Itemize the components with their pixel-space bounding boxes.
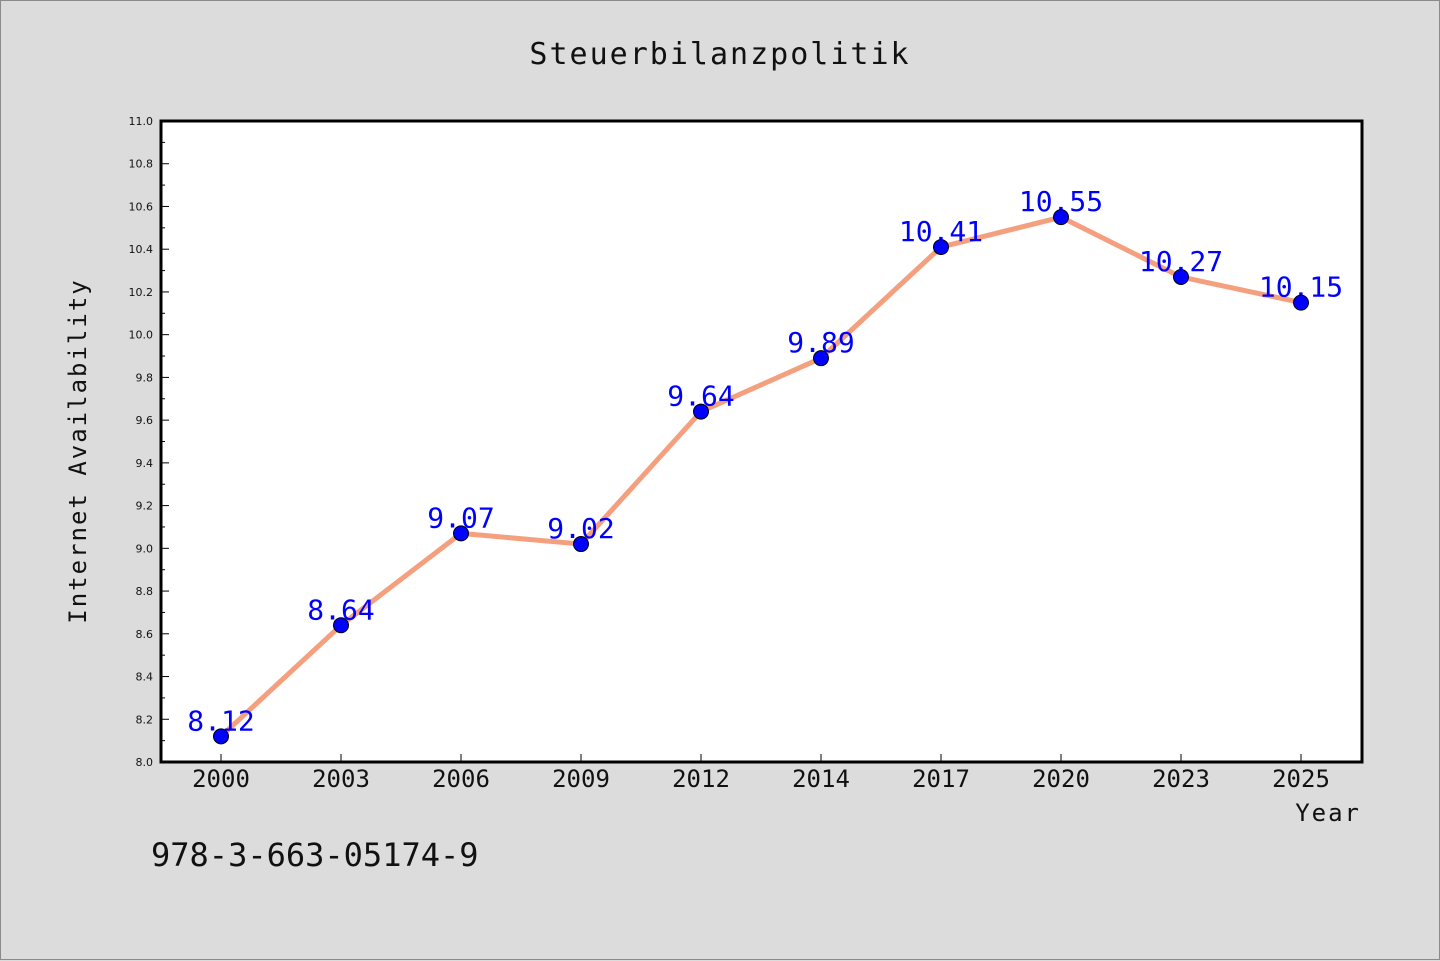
data-point [333, 617, 349, 634]
x-tick-label: 2025 [1272, 765, 1330, 793]
y-tick-label: 8.4 [136, 671, 154, 684]
y-tick-label: 9.6 [136, 414, 154, 427]
y-tick-label: 11.0 [129, 115, 154, 128]
data-point [1053, 209, 1069, 226]
x-tick-label: 2003 [312, 765, 370, 793]
x-tick-label: 2023 [1152, 765, 1210, 793]
series-group: 8.128.649.07 9.029.649.8910.4110.5510.271… [187, 185, 1343, 745]
data-point [453, 525, 469, 542]
y-tick-label: 9.0 [136, 542, 154, 555]
y-tick-label: 9.8 [136, 371, 154, 384]
y-tick-label: 8.6 [136, 628, 154, 641]
chart-title: Steuerbilanzpolitik [529, 37, 910, 72]
y-axis-label: Internet Availability [64, 278, 92, 623]
y-tick-label: 10.6 [129, 200, 154, 213]
y-tick-label: 10.8 [129, 158, 154, 171]
x-tick-label: 2009 [552, 765, 610, 793]
y-tick-label: 8.8 [136, 585, 154, 598]
y-tick-label: 10.2 [129, 286, 154, 299]
x-tick-label: 2006 [432, 765, 490, 793]
y-tick-label: 8.2 [136, 713, 154, 726]
y-tick-label: 9.4 [136, 457, 154, 470]
data-point [213, 728, 229, 745]
x-axis: 2000 2003 2006 2009 2012 2014 2017 2020 2023 2025 [192, 754, 1330, 793]
data-point [1293, 294, 1309, 311]
x-tick-label: 2014 [792, 765, 850, 793]
data-point [813, 350, 829, 367]
x-axis-label: Year [1295, 799, 1361, 827]
data-point [573, 536, 589, 553]
x-tick-label: 2000 [192, 765, 250, 793]
series-line [218, 214, 1304, 739]
data-point [1173, 268, 1189, 285]
y-tick-label: 10.0 [129, 329, 154, 342]
y-tick-label: 8.0 [136, 756, 154, 769]
data-point [933, 239, 949, 256]
x-tick-label: 2012 [672, 765, 730, 793]
isbn-text: 978-3-663-05174-9 [151, 836, 479, 874]
x-tick-label: 2017 [912, 765, 970, 793]
x-tick-label: 2020 [1032, 765, 1090, 793]
y-tick-label: 9.2 [136, 500, 154, 513]
y-tick-label: 10.4 [129, 243, 154, 256]
plot-area [159, 119, 1364, 764]
data-point [693, 403, 709, 420]
y-axis: 8.0 8.2 8.4 8.6 8.8 9.0 9.2 9.4 9.6 9.8 10.0 10.2 10… [129, 115, 169, 769]
